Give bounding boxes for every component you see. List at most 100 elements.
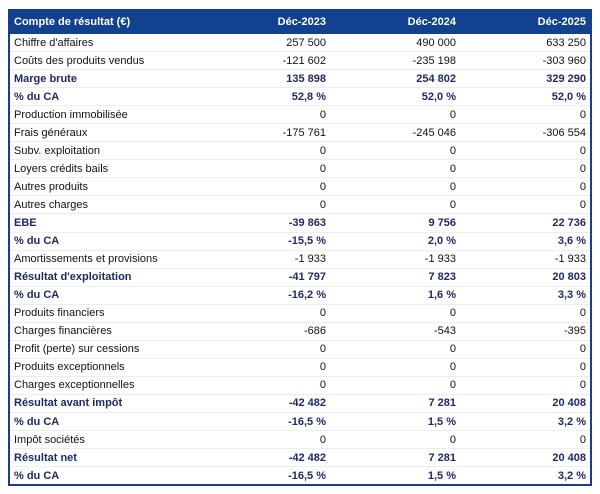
row-value: 0 — [449, 198, 456, 211]
row-value: 0 — [579, 108, 586, 121]
row-value: 7 281 — [428, 451, 456, 464]
row-value: -1 933 — [294, 253, 326, 266]
row-value: 633 250 — [546, 36, 586, 49]
row-value: 0 — [319, 343, 326, 356]
row-label: Loyers crédits bails — [14, 162, 109, 175]
row-value: 0 — [579, 361, 586, 374]
row-label: Autres charges — [14, 198, 88, 211]
table-title: Compte de résultat (€) — [14, 16, 131, 28]
row-value: 329 290 — [546, 72, 586, 85]
row-value: -245 046 — [412, 126, 456, 139]
row-label: % du CA — [14, 415, 60, 428]
row-value: 3,3 % — [557, 289, 586, 302]
row-label: % du CA — [14, 235, 60, 248]
row-value: 0 — [449, 180, 456, 193]
row-value: 0 — [319, 307, 326, 320]
row-value: 7 281 — [428, 397, 456, 410]
row-value: 135 898 — [286, 72, 326, 85]
row-value: -1 933 — [424, 253, 456, 266]
row-label: Charges financières — [14, 325, 112, 338]
table-row: % du CA -16,5 % 1,5 % 3,2 % — [10, 413, 590, 432]
row-label: Subv. exploitation — [14, 144, 101, 157]
row-value: 0 — [449, 343, 456, 356]
row-value: -686 — [303, 325, 326, 338]
row-value: 3,2 % — [557, 415, 586, 428]
row-value: 3,6 % — [557, 235, 586, 248]
row-value: 0 — [449, 361, 456, 374]
row-value: 20 803 — [552, 271, 586, 284]
table-row: Autres produits 0 0 0 — [10, 178, 590, 197]
column-header-dec-2023: Déc-2023 — [277, 16, 326, 28]
row-label: Produits financiers — [14, 307, 105, 320]
row-value: 0 — [319, 180, 326, 193]
row-value: -175 761 — [282, 126, 326, 139]
table-row: Résultat d'exploitation -41 797 7 823 20 80… — [10, 269, 590, 287]
table-row: % du CA 52,8 % 52,0 % 52,0 % — [10, 88, 590, 107]
table-row: Subv. exploitation 0 0 0 — [10, 142, 590, 161]
row-label: % du CA — [14, 469, 60, 482]
row-value: 1,6 % — [427, 289, 456, 302]
row-value: 0 — [319, 144, 326, 157]
row-value: 0 — [579, 433, 586, 446]
row-value: -16,2 % — [288, 289, 326, 302]
row-label: Charges exceptionnelles — [14, 379, 135, 392]
table-row: % du CA -15,5 % 2,0 % 3,6 % — [10, 233, 590, 251]
row-value: -303 960 — [542, 54, 586, 67]
row-label: Résultat avant impôt — [14, 397, 123, 410]
row-label: EBE — [14, 216, 37, 229]
row-value: 0 — [579, 343, 586, 356]
row-label: Profit (perte) sur cessions — [14, 343, 140, 356]
row-label: Impôt sociétés — [14, 433, 85, 446]
table-row: EBE -39 863 9 756 22 736 — [10, 214, 590, 233]
row-value: 490 000 — [416, 36, 456, 49]
row-value: 257 500 — [286, 36, 326, 49]
row-label: Coûts des produits vendus — [14, 54, 145, 67]
table-row: Chiffre d'affaires 257 500 490 000 633 250 — [10, 34, 590, 53]
row-label: Marge brute — [14, 72, 77, 85]
table-row: Charges exceptionnelles 0 0 0 — [10, 377, 590, 395]
table-header-row: Compte de résultat (€) Déc-2023 Déc-2024… — [10, 11, 590, 34]
row-value: -16,5 % — [288, 469, 326, 482]
row-value: 1,5 % — [427, 415, 456, 428]
table-row: % du CA -16,2 % 1,6 % 3,3 % — [10, 287, 590, 305]
table-row: Loyers crédits bails 0 0 0 — [10, 160, 590, 179]
row-value: 0 — [319, 198, 326, 211]
row-value: 0 — [319, 162, 326, 175]
row-value: 0 — [449, 144, 456, 157]
row-value: 3,2 % — [557, 469, 586, 482]
table-row: Amortissements et provisions -1 933 -1 933… — [10, 251, 590, 269]
row-value: 7 823 — [428, 271, 456, 284]
row-value: 0 — [449, 108, 456, 121]
table-row: Résultat net -42 482 7 281 20 408 — [10, 449, 590, 468]
row-value: -395 — [563, 325, 586, 338]
row-label: % du CA — [14, 289, 60, 302]
row-value: 0 — [449, 379, 456, 392]
row-value: -121 602 — [282, 54, 326, 67]
row-value: 52,8 % — [291, 90, 326, 103]
row-value: -16,5 % — [288, 415, 326, 428]
row-value: 0 — [579, 144, 586, 157]
row-value: 9 756 — [428, 216, 456, 229]
row-value: -15,5 % — [288, 235, 326, 248]
row-value: 0 — [579, 307, 586, 320]
table-row: Frais généraux -175 761 -245 046 -306 554 — [10, 124, 590, 143]
row-value: 0 — [579, 198, 586, 211]
table-row: Profit (perte) sur cessions 0 0 0 — [10, 341, 590, 359]
row-label: Résultat net — [14, 451, 77, 464]
row-value: 0 — [449, 162, 456, 175]
row-label: Chiffre d'affaires — [14, 36, 94, 49]
row-value: -42 482 — [288, 451, 326, 464]
row-value: 254 802 — [416, 72, 456, 85]
row-value: 20 408 — [552, 397, 586, 410]
column-header-dec-2024: Déc-2024 — [407, 16, 456, 28]
row-value: 0 — [319, 361, 326, 374]
row-label: Frais généraux — [14, 126, 88, 139]
row-value: 0 — [449, 433, 456, 446]
table-row: Production immobilisée 0 0 0 — [10, 106, 590, 125]
table-row: % du CA -16,5 % 1,5 % 3,2 % — [10, 467, 590, 484]
row-value: -306 554 — [542, 126, 586, 139]
row-value: 20 408 — [552, 451, 586, 464]
table-row: Impôt sociétés 0 0 0 — [10, 431, 590, 450]
row-label: Résultat d'exploitation — [14, 271, 132, 284]
row-value: 0 — [579, 180, 586, 193]
